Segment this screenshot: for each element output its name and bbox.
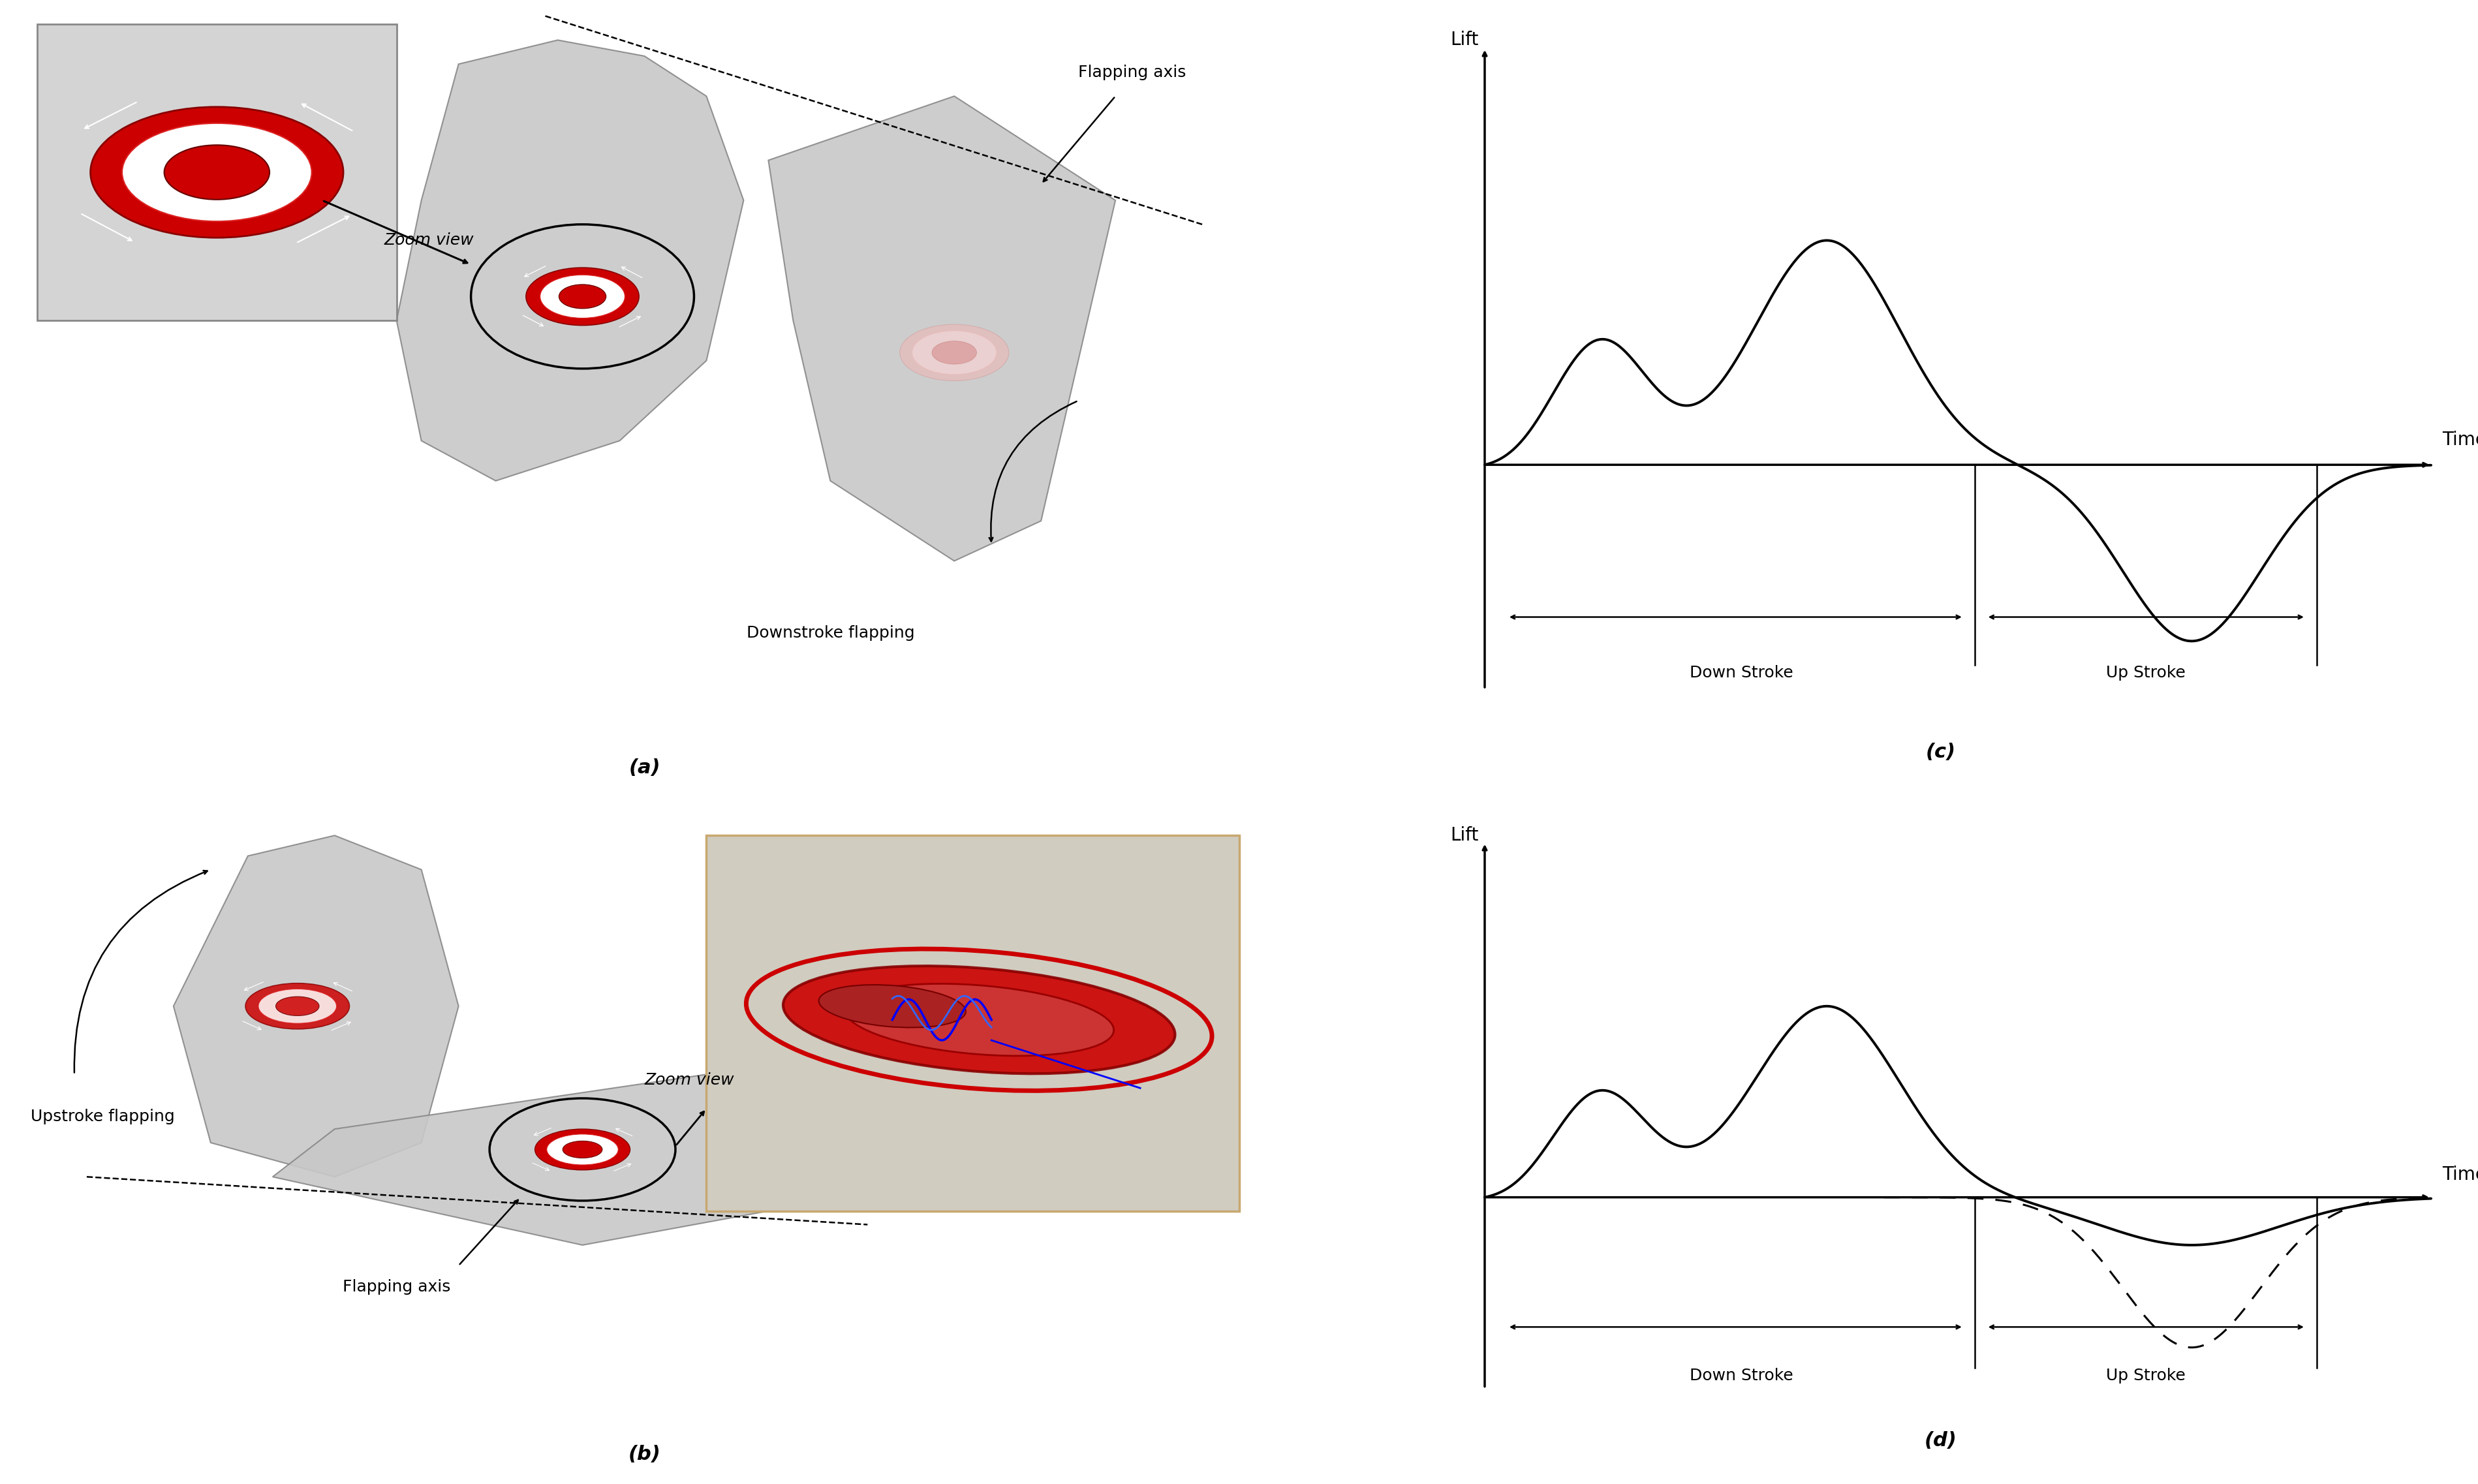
- FancyBboxPatch shape: [706, 835, 1239, 1211]
- Ellipse shape: [932, 341, 976, 364]
- Polygon shape: [396, 40, 743, 481]
- Text: (b): (b): [627, 1444, 662, 1463]
- Ellipse shape: [258, 988, 337, 1024]
- Text: Time: Time: [2441, 1165, 2478, 1184]
- FancyBboxPatch shape: [37, 24, 396, 321]
- Text: Downstroke flapping: Downstroke flapping: [746, 625, 914, 641]
- Ellipse shape: [560, 285, 607, 309]
- Polygon shape: [768, 96, 1115, 561]
- Text: Time: Time: [2441, 430, 2478, 448]
- Ellipse shape: [783, 966, 1175, 1074]
- Text: (d): (d): [1923, 1431, 1958, 1450]
- Text: Lift: Lift: [1450, 827, 1479, 844]
- Text: Down Stroke: Down Stroke: [1690, 665, 1792, 681]
- Ellipse shape: [275, 997, 320, 1015]
- Polygon shape: [173, 835, 458, 1177]
- Ellipse shape: [900, 325, 1009, 381]
- Ellipse shape: [121, 123, 312, 221]
- Ellipse shape: [92, 107, 342, 237]
- Ellipse shape: [535, 1129, 629, 1169]
- Ellipse shape: [164, 145, 270, 199]
- Polygon shape: [273, 1074, 830, 1245]
- Text: (c): (c): [1925, 742, 1955, 761]
- Ellipse shape: [563, 1141, 602, 1158]
- Text: (a): (a): [629, 758, 659, 778]
- Text: Zoom view: Zoom view: [384, 233, 473, 248]
- Ellipse shape: [245, 984, 349, 1028]
- Text: Flapping axis: Flapping axis: [1078, 64, 1187, 80]
- Ellipse shape: [818, 985, 966, 1027]
- Text: Up Stroke: Up Stroke: [2106, 1368, 2186, 1383]
- Ellipse shape: [845, 984, 1113, 1055]
- Text: Zoom view: Zoom view: [644, 1073, 733, 1088]
- Text: Upstroke flapping: Upstroke flapping: [30, 1109, 176, 1125]
- Text: Flapping axis: Flapping axis: [342, 1279, 451, 1296]
- Ellipse shape: [912, 331, 996, 374]
- Ellipse shape: [540, 275, 624, 318]
- Text: Lift: Lift: [1450, 31, 1479, 49]
- Text: Down Stroke: Down Stroke: [1690, 1368, 1792, 1383]
- Ellipse shape: [525, 267, 639, 325]
- Ellipse shape: [548, 1134, 617, 1165]
- Text: Up Stroke: Up Stroke: [2106, 665, 2186, 681]
